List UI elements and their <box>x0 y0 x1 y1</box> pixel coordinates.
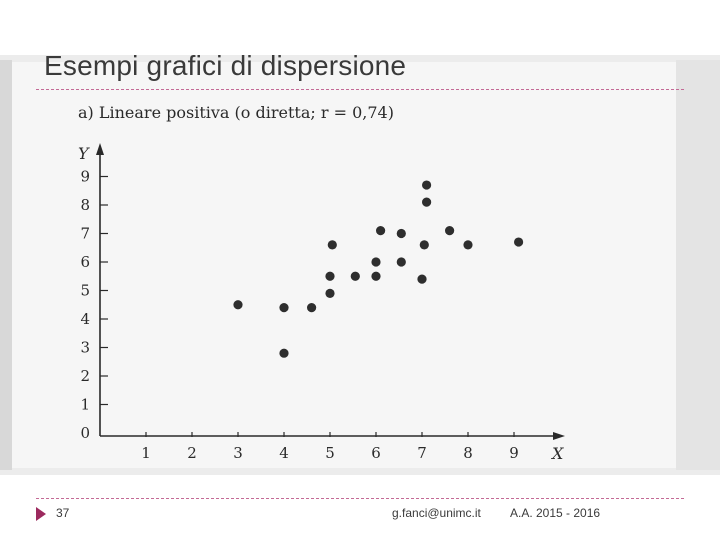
data-point <box>396 228 406 239</box>
x-tick-label: 1 <box>141 444 151 462</box>
footer-academic-year: A.A. 2015 - 2016 <box>510 506 601 520</box>
x-tick-label: 3 <box>233 444 243 462</box>
y-tick-label: 8 <box>80 196 90 214</box>
data-point <box>327 240 337 250</box>
x-tick-label: 8 <box>463 444 473 462</box>
data-point <box>422 197 432 207</box>
footer-email: g.fanci@unimc.it <box>392 506 481 520</box>
y-tick-label: 9 <box>80 168 90 186</box>
data-point <box>279 303 289 313</box>
x-axis-label: X <box>550 444 564 463</box>
x-tick-label: 7 <box>417 444 427 462</box>
chart-title: a) Lineare positiva (o diretta; r = 0,74… <box>78 103 394 122</box>
footer-arrow-icon <box>36 507 46 521</box>
data-point <box>396 257 406 267</box>
y-tick-label: 6 <box>80 253 90 271</box>
x-tick-label: 4 <box>279 444 289 462</box>
y-tick-label: 0 <box>80 424 90 442</box>
y-tick-label: 2 <box>80 367 90 385</box>
data-point <box>350 271 360 281</box>
x-tick-label: 5 <box>325 444 335 462</box>
title-divider <box>36 89 684 90</box>
data-point <box>422 180 432 190</box>
data-point <box>325 271 335 281</box>
data-point <box>514 237 524 247</box>
data-point <box>371 271 381 281</box>
y-tick-label: 7 <box>80 225 90 243</box>
scanned-page <box>12 62 676 468</box>
scanned-page-right-edge <box>676 60 720 470</box>
y-tick-label: 1 <box>80 396 90 414</box>
page-number: 37 <box>56 506 70 520</box>
y-tick-label: 5 <box>80 282 90 300</box>
data-point <box>233 300 243 310</box>
data-point <box>325 288 335 298</box>
page-title: Esempi grafici di dispersione <box>44 50 407 81</box>
y-axis-arrow-icon <box>96 143 104 155</box>
x-tick-label: 9 <box>509 444 519 462</box>
data-point <box>376 226 386 236</box>
y-tick-label: 4 <box>80 310 90 328</box>
data-point <box>419 240 429 250</box>
data-point <box>279 348 289 358</box>
x-tick-label: 6 <box>371 444 381 462</box>
data-point <box>371 257 381 267</box>
y-axis-label: Y <box>78 144 90 163</box>
data-point <box>463 240 473 250</box>
x-tick-label: 2 <box>187 444 197 462</box>
data-point <box>417 274 427 284</box>
footer-divider <box>36 498 684 499</box>
y-tick-label: 3 <box>80 339 90 357</box>
scanned-page-left-edge <box>0 60 12 470</box>
data-point <box>307 303 317 313</box>
data-point <box>445 226 455 236</box>
x-axis-arrow-icon <box>553 432 565 440</box>
